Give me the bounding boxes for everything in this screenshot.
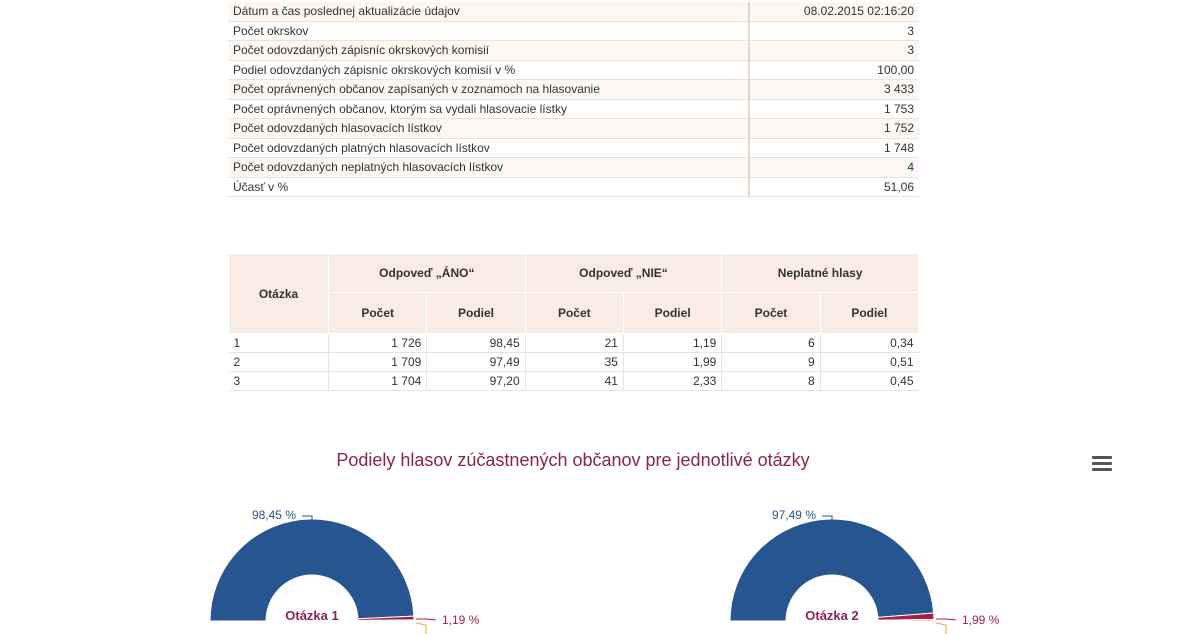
label-connector bbox=[936, 618, 957, 621]
summary-row: Počet okrskov 3 bbox=[228, 21, 919, 41]
cell-no-share: 2,33 bbox=[623, 371, 723, 391]
cell-inv-share: 0,51 bbox=[820, 352, 919, 372]
header-invalid-share: Podiel bbox=[819, 292, 920, 334]
cell-q: 1 bbox=[228, 333, 329, 353]
pie-slice[interactable] bbox=[877, 618, 935, 622]
cell-inv-count: 8 bbox=[721, 371, 821, 391]
header-invalid: Neplatné hlasy bbox=[721, 253, 919, 293]
pie-slice[interactable] bbox=[357, 619, 415, 622]
summary-label: Počet odovzdaných neplatných hlasovacích… bbox=[228, 157, 749, 178]
label-connector bbox=[822, 515, 833, 520]
summary-label: Podiel odovzdaných zápisníc okrskových k… bbox=[228, 60, 749, 80]
data-label-no: 1,99 % bbox=[962, 613, 1000, 627]
cell-no-count: 41 bbox=[525, 371, 624, 391]
summary-value: 3 433 bbox=[748, 79, 919, 100]
data-label-yes: 98,45 % bbox=[252, 508, 296, 522]
cell-inv-count: 9 bbox=[721, 352, 821, 372]
summary-row: Podiel odovzdaných zápisníc okrskových k… bbox=[228, 60, 919, 80]
cell-yes-count: 1 709 bbox=[328, 352, 428, 372]
data-label-yes: 97,49 % bbox=[772, 508, 816, 522]
cell-q: 2 bbox=[228, 352, 329, 372]
cell-yes-share: 98,45 bbox=[426, 333, 526, 353]
summary-value: 3 bbox=[748, 21, 919, 41]
summary-label: Počet odovzdaných platných hlasovacích l… bbox=[228, 138, 749, 158]
cell-inv-share: 0,34 bbox=[820, 333, 919, 353]
summary-value: 1 753 bbox=[748, 99, 919, 119]
header-yes-count: Počet bbox=[327, 292, 428, 334]
label-connector bbox=[416, 618, 437, 621]
cell-yes-share: 97,49 bbox=[426, 352, 526, 372]
label-connector bbox=[415, 622, 427, 634]
cell-inv-share: 0,45 bbox=[820, 371, 919, 391]
summary-label: Počet oprávnených občanov zapísaných v z… bbox=[228, 79, 749, 100]
summary-label: Počet odovzdaných hlasovacích lístkov bbox=[228, 118, 749, 139]
header-no-share: Podiel bbox=[622, 292, 723, 334]
summary-row: Počet odovzdaných zápisníc okrskových ko… bbox=[228, 40, 919, 61]
results-table: Otázka Odpoveď „ÁNO“ Odpoveď „NIE“ Nepla… bbox=[228, 253, 920, 391]
cell-yes-count: 1 726 bbox=[328, 333, 428, 353]
cell-yes-share: 97,20 bbox=[426, 371, 526, 391]
header-no-count: Počet bbox=[524, 292, 624, 334]
summary-row: Počet odovzdaných hlasovacích lístkov 1 7… bbox=[228, 118, 919, 139]
header-yes: Odpoveď „ÁNO“ bbox=[328, 253, 526, 293]
pie-slice[interactable] bbox=[209, 518, 415, 622]
header-invalid-count: Počet bbox=[721, 292, 821, 334]
summary-label: Dátum a čas poslednej aktualizácie údajo… bbox=[228, 2, 749, 22]
chart-center-label: Otázka 2 bbox=[805, 608, 858, 623]
summary-label: Účasť v % bbox=[228, 177, 749, 197]
label-connector bbox=[302, 515, 313, 520]
summary-row: Účasť v % 51,06 bbox=[228, 177, 919, 197]
chart-title: Podiely hlasov zúčastnených občanov pre … bbox=[336, 450, 810, 470]
summary-value: 4 bbox=[748, 157, 919, 178]
cell-q: 3 bbox=[228, 371, 329, 391]
summary-row: Počet odovzdaných neplatných hlasovacích… bbox=[228, 157, 919, 178]
cell-yes-count: 1 704 bbox=[328, 371, 428, 391]
label-connector bbox=[935, 622, 947, 634]
pie-slice[interactable] bbox=[729, 518, 935, 622]
cell-inv-count: 6 bbox=[721, 333, 821, 353]
header-no: Odpoveď „NIE“ bbox=[524, 253, 723, 293]
summary-row: Počet odovzdaných platných hlasovacích l… bbox=[228, 138, 919, 158]
summary-table: Dátum a čas poslednej aktualizácie údajo… bbox=[228, 2, 919, 197]
summary-value: 51,06 bbox=[748, 177, 919, 197]
summary-value: 1 748 bbox=[748, 138, 919, 158]
summary-value: 08.02.2015 02:16:20 bbox=[748, 2, 919, 22]
summary-row: Počet oprávnených občanov, ktorým sa vyd… bbox=[228, 99, 919, 119]
chart-center-label: Otázka 1 bbox=[285, 608, 338, 623]
summary-row: Počet oprávnených občanov zapísaných v z… bbox=[228, 79, 919, 100]
summary-label: Počet odovzdaných zápisníc okrskových ko… bbox=[228, 40, 749, 61]
cell-no-count: 35 bbox=[525, 352, 624, 372]
summary-value: 1 752 bbox=[748, 118, 919, 139]
summary-value: 3 bbox=[748, 40, 919, 61]
summary-row: Dátum a čas poslednej aktualizácie údajo… bbox=[228, 2, 919, 22]
cell-no-share: 1,19 bbox=[623, 333, 723, 353]
header-yes-share: Podiel bbox=[426, 292, 526, 334]
summary-label: Počet okrskov bbox=[228, 21, 749, 41]
summary-label: Počet oprávnených občanov, ktorým sa vyd… bbox=[228, 99, 749, 119]
summary-value: 100,00 bbox=[748, 60, 919, 80]
cell-no-count: 21 bbox=[525, 333, 624, 353]
pie-charts: Otázka 1 98,45 % 1,19 % Otázka 2 97,49 % 1,99… bbox=[209, 508, 1000, 634]
hamburger-menu-icon[interactable] bbox=[1092, 456, 1112, 474]
data-label-no: 1,19 % bbox=[442, 613, 480, 627]
header-question: Otázka bbox=[228, 253, 329, 334]
cell-no-share: 1,99 bbox=[623, 352, 723, 372]
